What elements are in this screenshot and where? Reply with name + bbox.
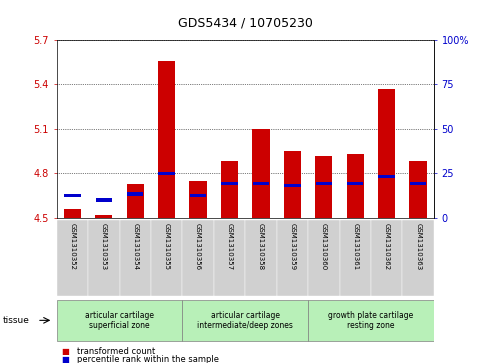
Text: GSM1310363: GSM1310363 bbox=[415, 223, 421, 271]
Text: GSM1310356: GSM1310356 bbox=[195, 223, 201, 270]
Bar bbox=[245, 220, 277, 296]
Bar bbox=[96, 199, 112, 201]
Bar bbox=[284, 151, 301, 218]
Text: GSM1310358: GSM1310358 bbox=[258, 223, 264, 270]
Text: articular cartilage
intermediate/deep zones: articular cartilage intermediate/deep zo… bbox=[197, 311, 293, 330]
Text: GSM1310357: GSM1310357 bbox=[227, 223, 233, 270]
Bar bbox=[182, 300, 308, 341]
Bar bbox=[284, 184, 301, 187]
Text: tissue: tissue bbox=[2, 316, 30, 325]
Bar bbox=[190, 194, 207, 197]
Bar bbox=[340, 220, 371, 296]
Bar bbox=[57, 300, 182, 341]
Bar bbox=[221, 162, 238, 218]
Text: ■: ■ bbox=[62, 347, 70, 356]
Bar bbox=[214, 220, 246, 296]
Text: GDS5434 / 10705230: GDS5434 / 10705230 bbox=[178, 16, 313, 29]
Bar bbox=[88, 220, 119, 296]
Bar bbox=[64, 209, 81, 218]
Text: ■: ■ bbox=[62, 355, 70, 363]
Bar bbox=[378, 89, 395, 218]
Bar bbox=[119, 220, 151, 296]
Bar bbox=[347, 154, 364, 218]
Bar bbox=[189, 181, 207, 218]
Bar bbox=[308, 300, 434, 341]
Bar bbox=[57, 220, 88, 296]
Bar bbox=[347, 182, 363, 185]
Text: GSM1310362: GSM1310362 bbox=[384, 223, 389, 270]
Bar bbox=[95, 215, 112, 218]
Bar bbox=[410, 182, 426, 185]
Text: growth plate cartilage
resting zone: growth plate cartilage resting zone bbox=[328, 311, 414, 330]
Text: GSM1310353: GSM1310353 bbox=[101, 223, 107, 270]
Bar bbox=[316, 182, 332, 185]
Text: GSM1310361: GSM1310361 bbox=[352, 223, 358, 271]
Bar bbox=[315, 155, 332, 218]
Bar bbox=[379, 175, 395, 178]
Bar bbox=[308, 220, 340, 296]
Text: GSM1310355: GSM1310355 bbox=[164, 223, 170, 270]
Bar bbox=[410, 162, 427, 218]
Text: articular cartilage
superficial zone: articular cartilage superficial zone bbox=[85, 311, 154, 330]
Bar bbox=[402, 220, 434, 296]
Bar bbox=[182, 220, 214, 296]
Text: GSM1310360: GSM1310360 bbox=[321, 223, 327, 271]
Text: transformed count: transformed count bbox=[77, 347, 156, 356]
Text: GSM1310359: GSM1310359 bbox=[289, 223, 295, 270]
Bar bbox=[127, 192, 143, 196]
Bar bbox=[151, 220, 182, 296]
Text: percentile rank within the sample: percentile rank within the sample bbox=[77, 355, 219, 363]
Bar bbox=[253, 182, 269, 185]
Bar bbox=[127, 184, 144, 218]
Bar bbox=[371, 220, 402, 296]
Bar bbox=[64, 194, 81, 197]
Bar bbox=[158, 172, 175, 175]
Bar bbox=[252, 129, 270, 218]
Bar bbox=[277, 220, 308, 296]
Bar bbox=[158, 61, 176, 218]
Bar bbox=[221, 182, 238, 185]
Text: GSM1310354: GSM1310354 bbox=[132, 223, 138, 270]
Text: GSM1310352: GSM1310352 bbox=[70, 223, 75, 270]
